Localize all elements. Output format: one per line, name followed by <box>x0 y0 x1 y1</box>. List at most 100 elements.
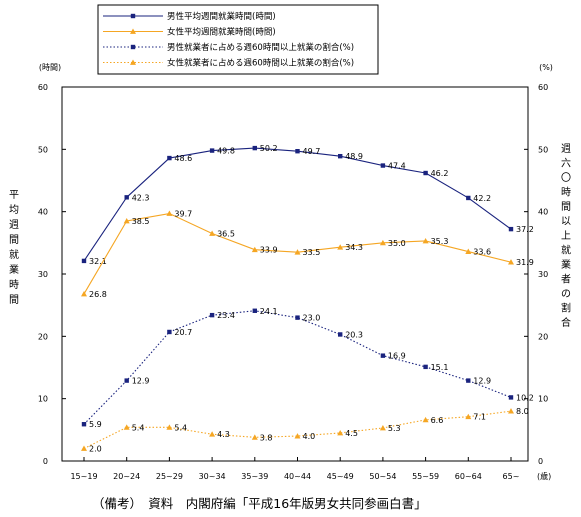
right-axis-ticks: 0 10 20 30 40 50 60 <box>524 83 548 466</box>
data-label: 33.9 <box>260 246 278 255</box>
data-label: 7.1 <box>473 413 486 422</box>
legend-marker-triangle <box>130 28 136 34</box>
data-point-square <box>295 149 300 154</box>
axis-label-char: 時 <box>9 279 19 291</box>
data-point-triangle <box>166 210 173 216</box>
series-2: 26.8 38.5 39.7 36.5 33.9 33.5 34.3 35.0 35.3 33.6… <box>81 210 534 299</box>
data-point-triangle <box>465 248 472 254</box>
data-label: 50.2 <box>260 144 278 153</box>
data-label: 8.0 <box>516 407 529 416</box>
data-point-triangle <box>251 434 258 440</box>
left-tick-label: 30 <box>38 270 48 279</box>
data-label: 33.5 <box>303 248 321 257</box>
x-tick-label: 50~54 <box>369 472 396 481</box>
axis-label-char: 就 <box>561 244 571 257</box>
data-label: 48.6 <box>174 154 192 163</box>
data-label: 34.3 <box>345 243 363 252</box>
right-tick-label: 40 <box>538 208 548 217</box>
data-point-square <box>338 153 343 159</box>
legend-marker-square <box>130 13 136 19</box>
data-label: 4.5 <box>345 429 358 438</box>
data-label: 6.6 <box>431 416 444 425</box>
data-label: 10.2 <box>516 393 534 402</box>
series-3: 5.9 12.9 20.7 23.4 24.1 23.0 20.3 16.9 15.1 12.9 1… <box>81 307 534 429</box>
data-label: 15.1 <box>431 363 449 372</box>
left-tick-label: 50 <box>38 145 48 154</box>
x-tick-label: 15~19 <box>70 472 97 481</box>
data-label: 4.3 <box>217 430 230 439</box>
x-tick-label: 40~44 <box>284 472 311 481</box>
axis-label-char: 割 <box>561 302 571 315</box>
data-point-triangle <box>465 413 472 420</box>
right-tick-label: 50 <box>538 145 548 154</box>
x-axis-unit: (歳) <box>537 471 551 481</box>
axis-label-char: 週 <box>561 143 571 155</box>
data-label: 12.9 <box>473 377 491 386</box>
data-point-triangle <box>379 424 386 431</box>
left-axis-label: 平均週間就業時間 <box>9 190 19 306</box>
data-point-triangle <box>422 237 429 244</box>
axis-label-char: 業 <box>9 263 19 276</box>
axis-label-char: 業 <box>561 258 571 271</box>
data-point-triangle <box>508 408 514 414</box>
data-point-square <box>466 195 471 201</box>
legend-marker-triangle <box>130 59 136 65</box>
axis-label-char: 合 <box>561 316 571 329</box>
data-point-triangle <box>337 429 344 436</box>
data-point-triangle <box>123 218 130 224</box>
data-point-square <box>209 312 215 318</box>
data-label: 5.4 <box>132 423 145 432</box>
data-label: 20.3 <box>345 330 363 339</box>
data-label: 26.8 <box>89 290 107 299</box>
data-label: 33.6 <box>473 248 491 257</box>
data-label: 42.3 <box>132 193 150 202</box>
data-label: 16.9 <box>388 352 406 361</box>
data-point-square <box>380 163 386 168</box>
data-point-square <box>81 258 87 264</box>
data-point-triangle <box>294 249 301 255</box>
axis-label-char: 以 <box>561 217 571 228</box>
data-point-square <box>338 332 343 337</box>
data-point-square <box>124 378 129 383</box>
plot-area <box>61 86 529 462</box>
left-axis-unit: (時間) <box>39 63 61 72</box>
left-axis-ticks: 0 10 20 30 40 50 60 <box>38 83 66 466</box>
data-point-triangle <box>251 246 258 253</box>
data-point-square <box>423 170 428 176</box>
data-label: 24.1 <box>260 307 278 316</box>
data-label: 37.2 <box>516 225 534 234</box>
data-point-square <box>466 378 471 383</box>
x-tick-label: 55~59 <box>412 472 439 481</box>
legend: 男性平均週間就業時間(時間) 女性平均週間就業時間(時間) 男性就業者に占める週60… <box>97 4 379 75</box>
axis-label-char: 間 <box>9 234 19 246</box>
data-point-square <box>508 226 514 232</box>
data-point-triangle <box>379 239 386 246</box>
legend-marker-square <box>130 44 136 50</box>
source-note: （備考） 資料 内閣府編「平成16年版男女共同参画白書」 <box>92 496 427 511</box>
axis-label-char: 者 <box>561 274 571 286</box>
left-tick-label: 10 <box>38 395 48 404</box>
legend-entry-label: 女性就業者に占める週60時間以上就業の割合(%) <box>167 58 354 69</box>
data-point-triangle <box>81 445 87 451</box>
axis-label-char: 間 <box>561 201 571 213</box>
data-point-square <box>124 195 129 200</box>
left-tick-label: 60 <box>38 83 48 92</box>
right-tick-label: 60 <box>538 83 548 92</box>
axis-label-char: 均 <box>9 204 19 216</box>
data-label: 48.9 <box>345 152 363 161</box>
axis-label-char: 間 <box>9 294 19 306</box>
x-tick-label: 35~39 <box>241 472 268 481</box>
series-line <box>83 310 512 425</box>
data-label: 31.9 <box>516 258 534 267</box>
x-axis-ticks: 15~19 20~24 25~29 30~34 35~39 40~44 45~49 50~54… <box>70 457 519 481</box>
data-label: 3.8 <box>260 433 273 442</box>
data-label: 49.8 <box>217 147 235 156</box>
left-tick-label: 40 <box>38 208 48 217</box>
data-label: 49.7 <box>303 147 321 156</box>
series-4: 2.0 5.4 5.4 4.3 3.8 4.0 4.5 5.3 6.6 7.1 8.0 <box>81 407 529 454</box>
data-point-triangle <box>422 416 429 423</box>
data-label: 23.0 <box>303 314 321 323</box>
axis-label-char: 週 <box>9 219 19 231</box>
data-label: 5.9 <box>89 420 102 429</box>
data-point-square <box>209 148 215 153</box>
